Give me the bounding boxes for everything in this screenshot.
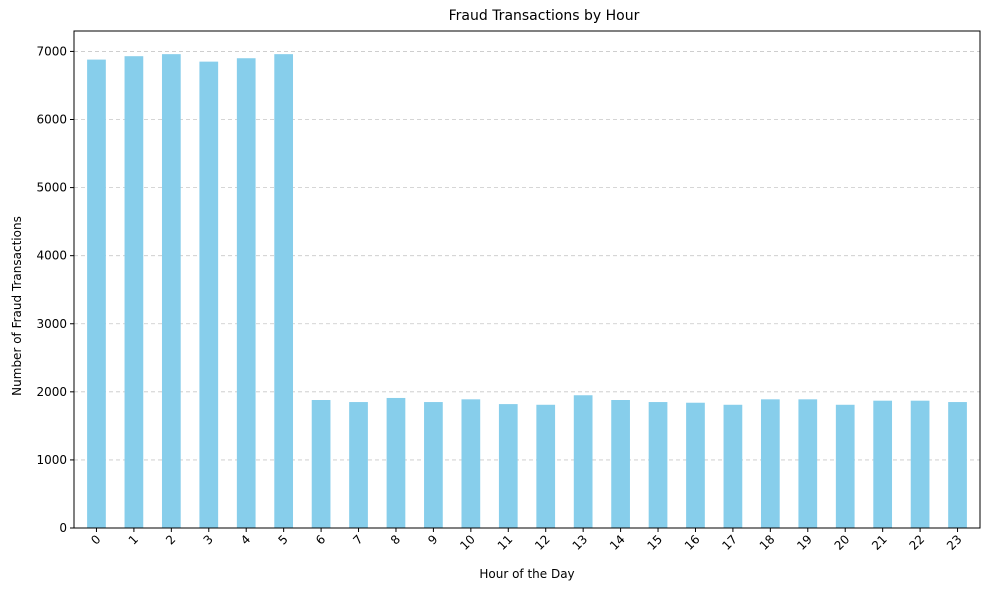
bar-hour-8 bbox=[386, 397, 406, 528]
bar-hour-18 bbox=[760, 399, 780, 528]
bars bbox=[87, 54, 967, 529]
bar-hour-0 bbox=[87, 59, 106, 529]
x-tick-label: 1 bbox=[126, 532, 141, 547]
grid-lines bbox=[74, 51, 980, 461]
bar-hour-15 bbox=[648, 402, 668, 528]
bar-hour-7 bbox=[349, 402, 368, 528]
x-tick-label: 13 bbox=[570, 532, 591, 553]
x-tick-label: 17 bbox=[719, 532, 740, 553]
x-tick-label: 6 bbox=[313, 532, 328, 547]
y-tick-label: 7000 bbox=[36, 44, 67, 58]
x-axis-label: Hour of the Day bbox=[479, 567, 574, 581]
x-tick-label: 18 bbox=[757, 532, 778, 553]
bar-hour-4 bbox=[236, 58, 256, 528]
x-tick-label: 5 bbox=[275, 532, 290, 547]
bar-hour-20 bbox=[835, 404, 855, 528]
y-tick-label: 6000 bbox=[36, 113, 67, 127]
x-tick-label: 9 bbox=[425, 532, 440, 547]
bar-hour-13 bbox=[573, 395, 593, 528]
y-tick-label: 2000 bbox=[36, 385, 67, 399]
bar-hour-21 bbox=[873, 400, 893, 528]
x-axis-ticks: 0 1 2 3 4 5 6 7 8 9 10 11 12 13 14 15 16 17 18 19 20 21 22 23 bbox=[88, 528, 965, 553]
x-tick-label: 21 bbox=[869, 532, 890, 553]
bar-hour-10 bbox=[461, 399, 481, 528]
bar-hour-14 bbox=[611, 400, 630, 528]
chart-title: Fraud Transactions by Hour bbox=[449, 8, 640, 24]
x-tick-label: 10 bbox=[457, 532, 478, 553]
x-tick-label: 14 bbox=[607, 532, 628, 553]
bar-hour-6 bbox=[311, 400, 331, 528]
y-tick-label: 0 bbox=[59, 521, 67, 535]
x-tick-label: 12 bbox=[532, 532, 553, 553]
plot-frame bbox=[73, 30, 981, 529]
x-tick-label: 20 bbox=[832, 532, 853, 553]
y-tick-label: 5000 bbox=[36, 181, 67, 195]
x-tick-label: 11 bbox=[495, 532, 516, 553]
bar-hour-12 bbox=[536, 404, 556, 528]
x-tick-label: 8 bbox=[388, 532, 403, 547]
x-tick-label: 0 bbox=[88, 532, 103, 547]
x-tick-label: 16 bbox=[682, 532, 703, 553]
x-tick-label: 22 bbox=[907, 532, 928, 553]
bar-hour-16 bbox=[686, 402, 705, 528]
bar-hour-22 bbox=[910, 400, 930, 528]
bar-hour-11 bbox=[498, 404, 518, 528]
bar-hour-9 bbox=[424, 402, 443, 528]
x-tick-label: 3 bbox=[201, 532, 216, 547]
x-tick-label: 2 bbox=[163, 532, 178, 547]
x-tick-label: 4 bbox=[238, 532, 253, 547]
bar-hour-1 bbox=[124, 56, 144, 529]
y-axis-ticks: 0 1000 2000 3000 4000 5000 6000 7000 bbox=[36, 44, 74, 535]
bar-hour-3 bbox=[199, 61, 219, 528]
bar-hour-23 bbox=[948, 402, 967, 528]
y-axis-label: Number of Fraud Transactions bbox=[10, 216, 24, 396]
y-tick-label: 4000 bbox=[36, 249, 67, 263]
bar-hour-5 bbox=[274, 54, 294, 528]
x-tick-label: 23 bbox=[944, 532, 965, 553]
x-tick-label: 19 bbox=[794, 532, 815, 553]
x-tick-label: 7 bbox=[350, 532, 365, 547]
y-tick-label: 1000 bbox=[36, 453, 67, 467]
y-tick-label: 3000 bbox=[36, 317, 67, 331]
x-tick-label: 15 bbox=[644, 532, 665, 553]
bar-hour-2 bbox=[161, 54, 181, 528]
bar-hour-19 bbox=[798, 399, 818, 528]
bar-hour-17 bbox=[723, 404, 743, 528]
